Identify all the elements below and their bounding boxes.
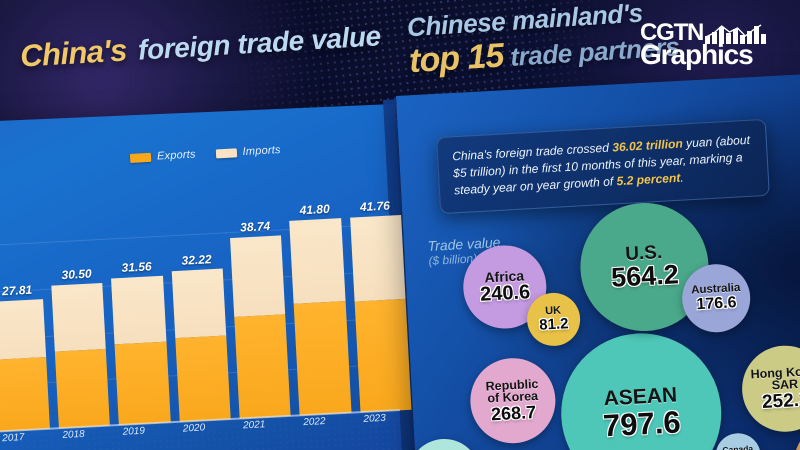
bubble-value: 176.6 [696, 293, 737, 313]
bar-segment-exports [115, 342, 171, 426]
bar-value-label: 32.22 [181, 252, 212, 269]
bar-segment-imports [51, 283, 107, 352]
bar-segment-exports [55, 349, 111, 429]
bar-2022: 41.80 [289, 201, 352, 416]
bar-2019: 31.56 [111, 259, 171, 426]
bar-segment-exports [234, 314, 291, 419]
bar-segment-exports [354, 298, 412, 413]
bar-segment-imports [289, 217, 346, 304]
bar-2021: 38.74 [230, 219, 291, 419]
bar-segment-imports [171, 268, 227, 339]
bar-value-label: 30.50 [61, 266, 92, 283]
bar-chart: 26.4224.5524.3427.8130.5031.5632.2238.74… [0, 195, 412, 442]
logo-sub-text: Graphics [640, 38, 754, 70]
bar-segment-imports [111, 275, 167, 345]
bar-segment-exports [294, 301, 352, 416]
left-title-gold: China's [19, 32, 128, 74]
bar-2020: 32.22 [171, 253, 231, 423]
logo-brand-text: CGTN [640, 19, 704, 46]
cgtn-graphics-logo: CGTN Graphics [640, 19, 790, 70]
bar-segment-exports [175, 335, 231, 423]
bar-segment-imports [230, 235, 286, 318]
bubble-uk[interactable]: UK 81.2 [525, 291, 582, 348]
legend-swatch-imports [215, 147, 237, 158]
bubble-value: 797.6 [602, 404, 682, 444]
bubble-australia[interactable]: Australia 176.6 [680, 262, 752, 335]
bar-value-label: 41.80 [299, 201, 331, 217]
bar-segment-exports [0, 357, 51, 432]
bar-2018: 30.50 [51, 267, 111, 429]
bar-segment-imports [349, 214, 406, 302]
bar-value-label: 38.74 [239, 218, 271, 235]
bubble-canada[interactable]: Canada75.3 [714, 432, 762, 450]
bubble-name: Canada [722, 443, 754, 450]
bubble-value: 564.2 [610, 259, 680, 293]
legend-label-imports: Imports [242, 144, 281, 159]
bubble-hong-kong-sar[interactable]: Hong Kong SAR 252.3 [739, 343, 800, 434]
bubble-value: 81.2 [538, 315, 569, 335]
bubble-value: 240.6 [479, 281, 531, 307]
headline-top15: top 15 [408, 36, 505, 81]
bar-value-label: 27.81 [1, 282, 33, 299]
bar-value-label: 41.76 [359, 198, 391, 214]
bubble-name: Hong Kong SAR [750, 363, 800, 393]
bar-2023: 41.76 [349, 198, 412, 413]
bubble-value: 268.7 [490, 402, 537, 425]
bar-value-label: 31.56 [121, 258, 152, 275]
bar-2017: 27.81 [0, 283, 51, 432]
bubble-chart: ASEAN 797.6 U.S. 564.2 Republic of Korea 268.… [396, 71, 800, 450]
bar-segment-imports [0, 299, 47, 361]
bubble-russia[interactable]: Russia202.2 [406, 437, 483, 450]
legend-label-exports: Exports [156, 148, 197, 163]
bubble-republic-of-korea[interactable]: Republic of Korea 268.7 [468, 356, 558, 446]
bubble-asean[interactable]: ASEAN 797.6 [557, 329, 726, 450]
bubble-value: 252.3 [761, 389, 800, 414]
bar-chart-icon [705, 24, 767, 44]
legend-swatch-exports [129, 152, 152, 163]
